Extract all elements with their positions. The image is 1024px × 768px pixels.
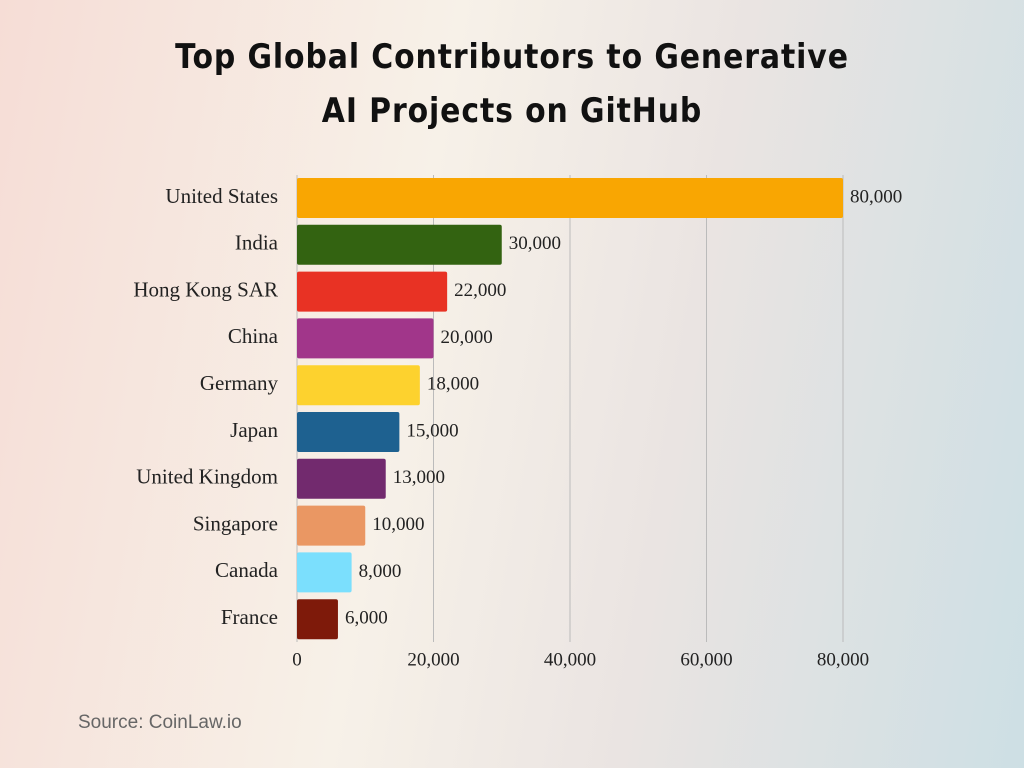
data-label: 22,000 [454,280,506,301]
y-tick-label: Singapore [193,511,278,535]
y-tick-label: Hong Kong SAR [133,277,278,301]
data-label: 8,000 [359,561,402,582]
data-label: 30,000 [509,233,561,254]
x-tick-label: 0 [292,649,302,670]
y-tick-label: China [228,324,279,348]
bar [297,224,502,265]
x-tick-label: 80,000 [817,649,869,670]
bar [297,458,386,499]
bar [297,365,420,406]
y-tick-label: Canada [215,558,279,582]
y-tick-label: Japan [230,418,278,442]
x-tick-label: 40,000 [544,649,596,670]
data-label: 20,000 [441,327,493,348]
x-tick-label: 20,000 [407,649,459,670]
bar [297,552,352,593]
bar [297,271,448,312]
bar [297,412,400,452]
chart-title: Top Global Contributors to Generative AI… [175,37,849,131]
y-tick-label: United Kingdom [136,465,278,489]
x-tick-label: 60,000 [680,649,732,670]
data-label: 6,000 [345,608,388,629]
data-label: 10,000 [372,514,424,535]
bar [297,505,366,546]
data-label: 13,000 [393,467,445,488]
bar [297,178,843,218]
source: Source: CoinLaw.io [78,712,242,733]
bar [297,318,434,359]
y-tick-label: India [235,231,279,255]
y-tick-label: United States [165,184,278,208]
data-label: 15,000 [406,420,458,441]
y-tick-label: Germany [200,371,279,395]
data-label: 80,000 [850,186,902,207]
y-tick-label: France [221,605,278,629]
bar [297,599,338,640]
data-label: 18,000 [427,374,479,395]
